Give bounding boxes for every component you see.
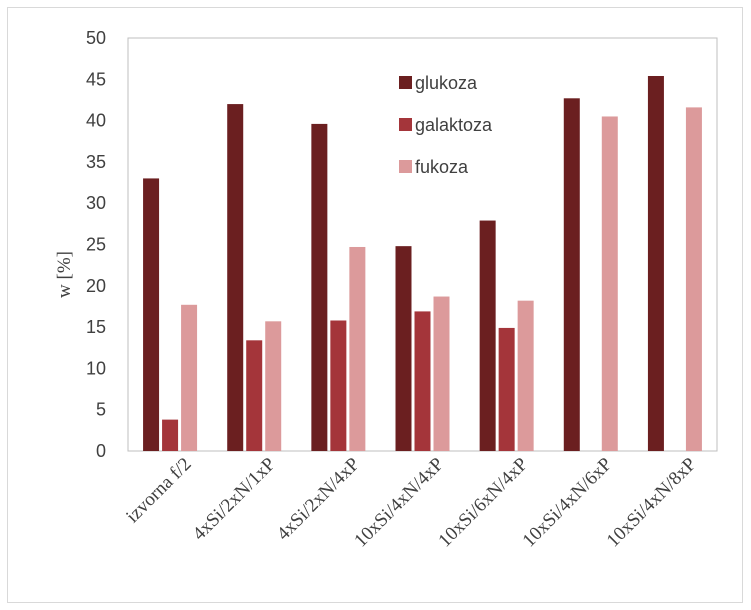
legend-swatch-glukoza bbox=[399, 76, 412, 89]
bar-galaktoza bbox=[498, 327, 515, 451]
legend-label-glukoza: glukoza bbox=[415, 73, 478, 93]
y-tick-label: 5 bbox=[96, 400, 106, 420]
y-tick-label: 30 bbox=[86, 193, 106, 213]
x-tick-label: 10xSi/4xN/8xP bbox=[603, 454, 701, 552]
x-tick-label: izvorna f/2 bbox=[122, 454, 195, 527]
x-tick-label: 4xSi/2xN/4xP bbox=[273, 454, 364, 545]
y-axis-label: w [%] bbox=[54, 251, 75, 298]
bar-galaktoza bbox=[246, 340, 263, 451]
chart-frame bbox=[7, 7, 743, 603]
y-tick-label: 50 bbox=[86, 28, 106, 48]
legend-swatch-fukoza bbox=[399, 160, 412, 173]
bar-fukoza bbox=[601, 116, 618, 451]
y-tick-label: 20 bbox=[86, 276, 106, 296]
legend-label-galaktoza: galaktoza bbox=[415, 115, 493, 135]
bars bbox=[143, 75, 702, 452]
bar-fukoza bbox=[517, 300, 534, 451]
bar-fukoza bbox=[265, 321, 282, 451]
legend-label-fukoza: fukoza bbox=[415, 157, 469, 177]
y-tick-label: 45 bbox=[86, 69, 106, 89]
bar-fukoza bbox=[181, 304, 198, 451]
legend: glukoza galaktoza fukoza bbox=[399, 73, 493, 177]
bar-fukoza bbox=[433, 296, 450, 451]
bar-glukoza bbox=[311, 123, 328, 452]
y-tick-label: 10 bbox=[86, 358, 106, 378]
y-tick-label: 35 bbox=[86, 152, 106, 172]
bar-galaktoza bbox=[330, 320, 347, 451]
bar-glukoza bbox=[395, 246, 412, 451]
y-tick-label: 0 bbox=[96, 441, 106, 461]
bar-galaktoza bbox=[162, 419, 179, 451]
legend-swatch-galaktoza bbox=[399, 118, 412, 131]
y-tick-label: 25 bbox=[86, 235, 106, 255]
y-ticks: 0 5 10 15 20 25 30 35 40 45 50 bbox=[86, 28, 106, 461]
bar-glukoza bbox=[227, 104, 244, 451]
bar-glukoza bbox=[647, 75, 664, 451]
bar-glukoza bbox=[563, 98, 580, 451]
bar-glukoza bbox=[479, 220, 496, 451]
bar-glukoza bbox=[143, 178, 160, 452]
bar-fukoza bbox=[349, 246, 366, 451]
y-tick-label: 15 bbox=[86, 317, 106, 337]
y-tick-label: 40 bbox=[86, 111, 106, 131]
bar-fukoza bbox=[685, 107, 702, 451]
x-tick-label: 4xSi/2xN/1xP bbox=[189, 454, 280, 545]
bar-galaktoza bbox=[414, 311, 431, 451]
